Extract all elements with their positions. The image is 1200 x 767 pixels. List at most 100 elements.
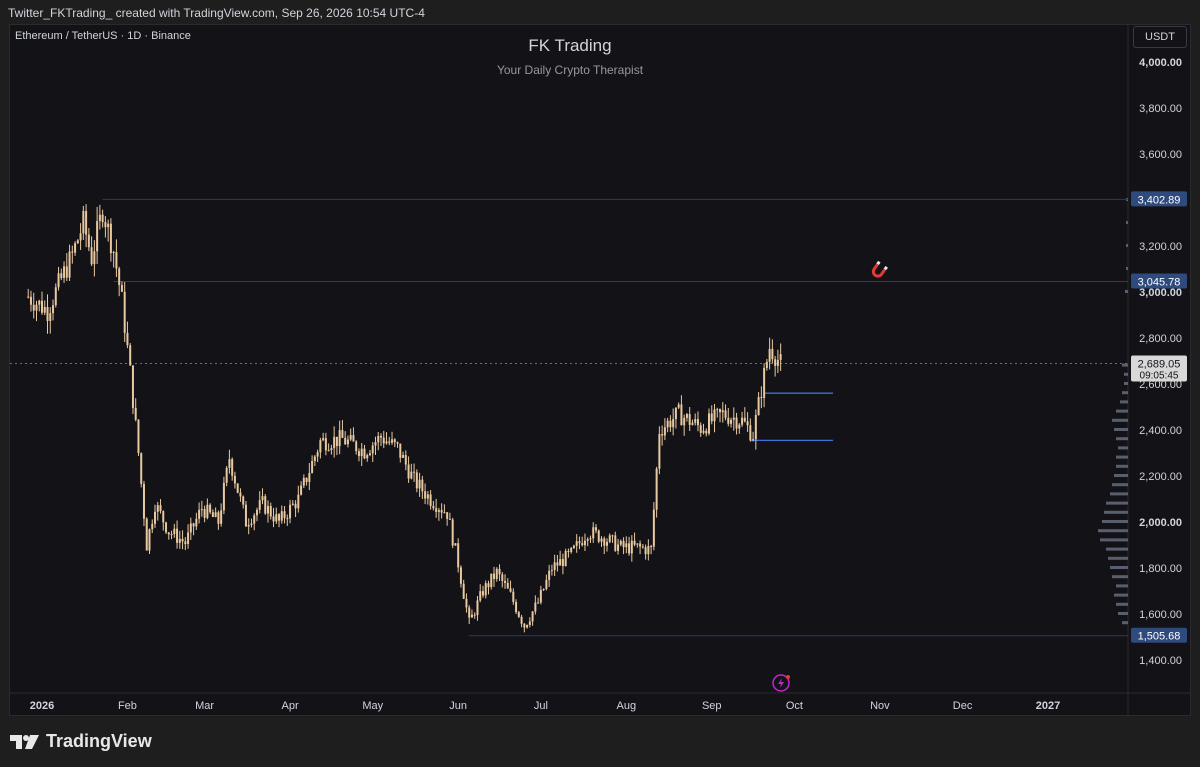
candle-body	[206, 504, 209, 518]
volume-profile-bar	[1122, 621, 1128, 625]
footer-bar	[0, 717, 1200, 767]
candle-body	[228, 459, 231, 468]
candle-body	[162, 511, 165, 523]
event-circle-icon[interactable]	[772, 674, 790, 692]
candle-body	[308, 472, 311, 482]
candle-body	[512, 591, 515, 602]
volume-profile-bar	[1122, 391, 1128, 395]
y-tick-label: 2,000.00	[1139, 517, 1182, 529]
candle-body	[410, 471, 413, 479]
candle-body	[377, 435, 380, 443]
volume-profile-bar	[1120, 400, 1128, 404]
volume-profile-bar	[1106, 547, 1128, 551]
candle-body	[300, 485, 303, 495]
candle-body	[357, 451, 360, 457]
candle-body	[473, 614, 476, 616]
candle-body	[176, 528, 179, 543]
magnet-icon[interactable]	[869, 260, 888, 280]
candle-body	[768, 348, 771, 362]
candle-body	[476, 600, 479, 616]
candle-body	[710, 413, 713, 422]
currency-button[interactable]: USDT	[1133, 26, 1187, 48]
volume-profile-bar	[1102, 520, 1128, 523]
candle-body	[537, 602, 540, 604]
candle-body	[724, 410, 727, 418]
y-tick-label: 2,600.00	[1139, 379, 1182, 391]
candle-body	[561, 559, 564, 567]
volume-profile-bar	[1110, 566, 1128, 569]
candle-body	[738, 424, 741, 429]
candle-body	[41, 300, 43, 313]
candle-body	[426, 494, 429, 499]
y-tick-label: 2,200.00	[1139, 471, 1182, 483]
candle-body	[258, 500, 261, 510]
candle-body	[647, 545, 650, 555]
candle-body	[368, 453, 371, 456]
chart-title: FK Trading	[528, 36, 612, 55]
y-tick-label: 4,000.00	[1139, 57, 1182, 69]
candle-body	[611, 535, 614, 537]
candle-body	[382, 437, 385, 444]
candle-body	[578, 541, 581, 544]
candle-body	[752, 439, 755, 441]
candle-body	[159, 505, 162, 512]
candle-body	[324, 438, 327, 451]
candle-body	[437, 510, 440, 512]
symbol-label[interactable]: Ethereum / TetherUS · 1D · Binance	[15, 30, 191, 42]
candle-body	[432, 505, 435, 509]
candle-body	[490, 573, 493, 588]
candle-body	[167, 532, 170, 535]
candle-body	[597, 530, 600, 542]
volume-profile-bar	[1098, 529, 1128, 533]
candle-body	[363, 448, 366, 459]
volume-profile-bar	[1108, 556, 1128, 560]
volume-profile-bar	[1116, 464, 1128, 468]
y-tick-label: 2,800.00	[1139, 333, 1182, 345]
volume-profile-bar	[1116, 455, 1128, 459]
candle-body	[333, 436, 336, 449]
candle-body	[749, 425, 752, 441]
y-tick-label: 3,200.00	[1139, 241, 1182, 253]
volume-profile-bar	[1116, 409, 1128, 413]
candle-body	[481, 591, 484, 596]
candle-body	[187, 532, 190, 544]
candle-body	[269, 506, 272, 517]
candle-body	[313, 456, 316, 461]
candle-body	[93, 251, 96, 265]
volume-profile-bar	[1125, 290, 1128, 293]
candle-body	[344, 437, 347, 445]
candle-body	[214, 512, 217, 517]
x-tick-label: Oct	[786, 700, 803, 712]
x-tick-label: 2026	[30, 700, 54, 712]
candle-body	[267, 506, 270, 514]
x-tick-label: Apr	[281, 700, 298, 712]
candle-body	[606, 541, 609, 546]
chart-frame[interactable]	[9, 24, 1191, 716]
candle-body	[696, 419, 699, 426]
candle-body	[140, 453, 143, 484]
candle-body	[156, 505, 159, 512]
countdown-label: 09:05:45	[1140, 371, 1179, 382]
candle-body	[504, 580, 507, 583]
candle-body	[699, 425, 702, 433]
candle-body	[619, 540, 622, 545]
volume-profile-bar	[1112, 483, 1128, 487]
candle-body	[685, 414, 688, 418]
candle-body	[211, 512, 214, 517]
candle-body	[614, 535, 617, 551]
candle-body	[195, 518, 198, 527]
candle-body	[691, 422, 694, 425]
candle-body	[743, 417, 746, 422]
candle-body	[763, 367, 766, 398]
candle-body	[355, 441, 358, 452]
candle-body	[71, 251, 74, 253]
candle-body	[247, 524, 250, 527]
tradingview-logo[interactable]: TradingView	[10, 731, 152, 752]
candle-body	[465, 598, 468, 608]
candle-body	[352, 435, 355, 442]
candle-body	[594, 527, 597, 531]
y-tick-label: 3,600.00	[1139, 149, 1182, 161]
candle-body	[545, 579, 548, 589]
candle-body	[90, 247, 93, 265]
